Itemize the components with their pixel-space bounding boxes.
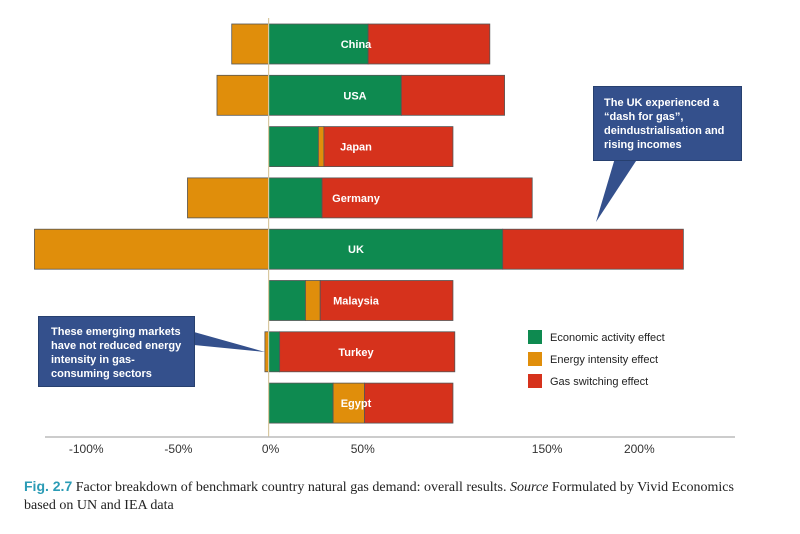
category-label-egypt: Egypt bbox=[341, 398, 372, 410]
tick-label: 0% bbox=[262, 442, 280, 456]
legend: Economic activity effect Energy intensity… bbox=[528, 330, 665, 388]
bar-china-energy bbox=[231, 23, 269, 65]
bar-turkey-gas bbox=[279, 331, 456, 373]
bar-egypt-gas bbox=[364, 382, 454, 424]
bar-japan-gas bbox=[323, 126, 454, 167]
bar-china-economic bbox=[268, 23, 369, 65]
bar-turkey-economic bbox=[268, 331, 281, 373]
category-label-malaysia: Malaysia bbox=[333, 296, 380, 308]
callout-emerging-pointer bbox=[194, 332, 265, 352]
tick-label: -50% bbox=[164, 442, 192, 456]
caption-source-text: Formulated by Vivid Economics based on U… bbox=[24, 480, 734, 513]
category-label-japan: Japan bbox=[340, 142, 372, 154]
bar-uk-gas bbox=[502, 228, 684, 270]
tick-label: 200% bbox=[624, 442, 655, 456]
callout-uk-pointer bbox=[596, 158, 638, 222]
bar-egypt-economic bbox=[268, 382, 334, 424]
bar-germany-economic bbox=[268, 177, 323, 219]
figure-number: Fig. 2.7 bbox=[24, 478, 73, 494]
legend-swatch-economic bbox=[528, 330, 542, 344]
callout-emerging-markets: These emerging markets have not reduced … bbox=[38, 316, 195, 387]
callout-emerging-text: These emerging markets have not reduced … bbox=[51, 326, 182, 380]
bar-japan-economic bbox=[268, 126, 319, 167]
legend-label-energy: Energy intensity effect bbox=[550, 354, 658, 366]
legend-label-economic: Economic activity effect bbox=[550, 332, 665, 344]
bar-uk-economic bbox=[268, 228, 504, 270]
callout-uk-text: The UK experienced a “dash for gas”, dei… bbox=[604, 97, 725, 151]
bar-japan-energy bbox=[317, 126, 325, 167]
category-label-uk: UK bbox=[348, 244, 364, 256]
bar-usa-energy bbox=[216, 74, 269, 116]
category-label-germany: Germany bbox=[332, 193, 381, 205]
bar-uk-energy bbox=[34, 228, 269, 270]
tick-label: 50% bbox=[351, 442, 375, 456]
tick-label: -100% bbox=[69, 442, 104, 456]
legend-swatch-energy bbox=[528, 352, 542, 366]
bar-malaysia-economic bbox=[268, 280, 306, 321]
category-label-china: China bbox=[341, 39, 372, 51]
bar-china-gas bbox=[367, 23, 491, 65]
callout-uk: The UK experienced a “dash for gas”, dei… bbox=[593, 86, 742, 161]
bar-germany-energy bbox=[187, 177, 269, 219]
category-label-turkey: Turkey bbox=[338, 347, 374, 359]
x-axis-ticks: -100% -50% 0% 50% 150% 200% bbox=[69, 442, 655, 456]
tick-label: 150% bbox=[532, 442, 563, 456]
bars-layer: China USA Japan Germany UK Malaysia Turkey Egyp… bbox=[34, 23, 684, 424]
caption-source-word: Source bbox=[509, 480, 549, 495]
bar-germany-gas bbox=[321, 177, 533, 219]
legend-label-gas: Gas switching effect bbox=[550, 376, 648, 388]
category-label-usa: USA bbox=[343, 90, 366, 102]
bar-usa-gas bbox=[400, 74, 505, 116]
bar-malaysia-gas bbox=[319, 280, 454, 321]
bar-malaysia-energy bbox=[305, 280, 321, 321]
bar-egypt-energy bbox=[332, 382, 365, 424]
figure-caption: Fig. 2.7 Factor breakdown of benchmark c… bbox=[24, 477, 764, 515]
bar-usa-economic bbox=[268, 74, 402, 116]
caption-text: Factor breakdown of benchmark country na… bbox=[75, 480, 507, 495]
legend-swatch-gas bbox=[528, 374, 542, 388]
